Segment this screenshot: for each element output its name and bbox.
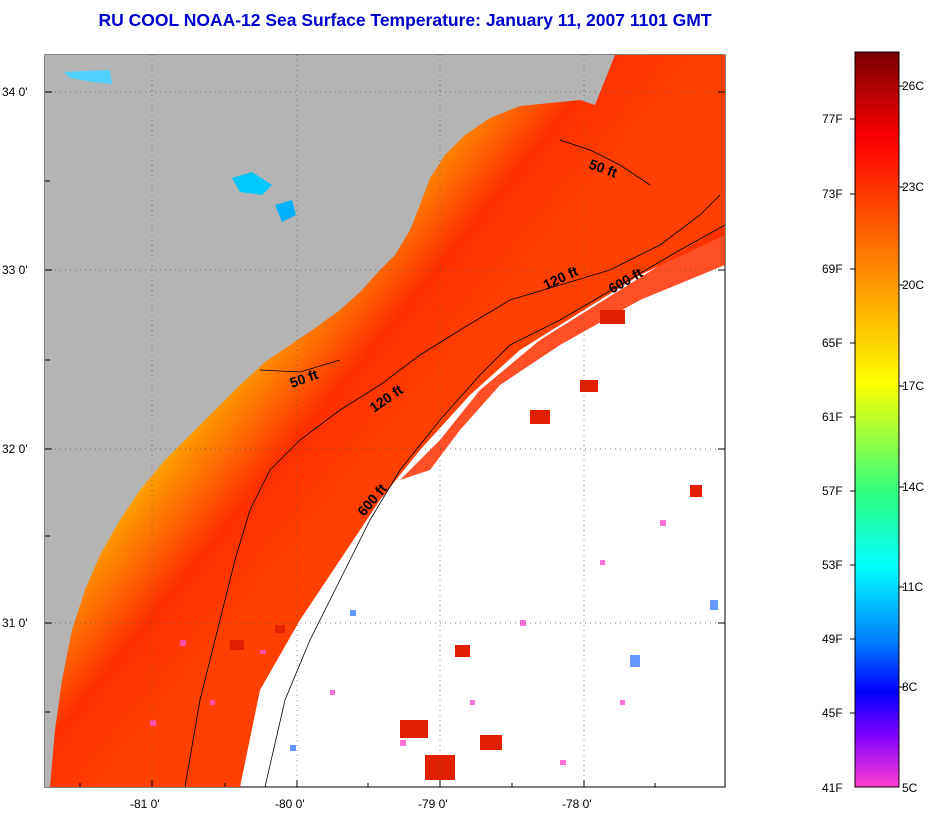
cool-speckles xyxy=(290,600,718,751)
lat-label-34: 34 0' xyxy=(2,85,28,99)
lon-label-79: -79 0' xyxy=(418,797,448,811)
colorbar-f-label: 65F xyxy=(822,336,843,350)
colorbar-f-label: 45F xyxy=(822,706,843,720)
colorbar-c-label: 26C xyxy=(902,79,925,93)
map-title: RU COOL NOAA-12 Sea Surface Temperature:… xyxy=(98,10,712,30)
lon-label-78: -78 0' xyxy=(562,797,592,811)
colorbar-f-label: 73F xyxy=(822,187,843,201)
colorbar-f-label: 57F xyxy=(822,484,843,498)
land-area xyxy=(45,55,615,787)
colorbar-f-label: 61F xyxy=(822,410,843,424)
colorbar-f-label: 41F xyxy=(822,781,843,795)
axis-ticks xyxy=(45,91,725,787)
colorbar-c-label: 8C xyxy=(902,680,918,694)
lat-label-32: 32 0' xyxy=(2,442,28,456)
colorbar-c-label: 14C xyxy=(902,480,925,494)
colorbar-f-label: 49F xyxy=(822,632,843,646)
colorbar-c-label: 5C xyxy=(902,781,918,795)
colorbar-f-label: 77F xyxy=(822,112,843,126)
cloud-speckles xyxy=(150,520,666,765)
colorbar-c-label: 11C xyxy=(902,580,924,594)
graticule xyxy=(45,55,725,787)
colorbar-f-label: 53F xyxy=(822,558,843,572)
lat-label-31: 31 0' xyxy=(2,616,28,630)
lon-label-81: -81 0' xyxy=(130,797,160,811)
lat-label-33: 33 0' xyxy=(2,263,28,277)
warm-eddies xyxy=(230,310,702,780)
inland-lakes xyxy=(64,70,296,222)
colorbar-c-label: 17C xyxy=(902,379,925,393)
colorbar-c-label: 20C xyxy=(902,278,925,292)
lon-label-80: -80 0' xyxy=(275,797,305,811)
colorbar-c-label: 23C xyxy=(902,180,925,194)
colorbar-f-label: 69F xyxy=(822,262,843,276)
